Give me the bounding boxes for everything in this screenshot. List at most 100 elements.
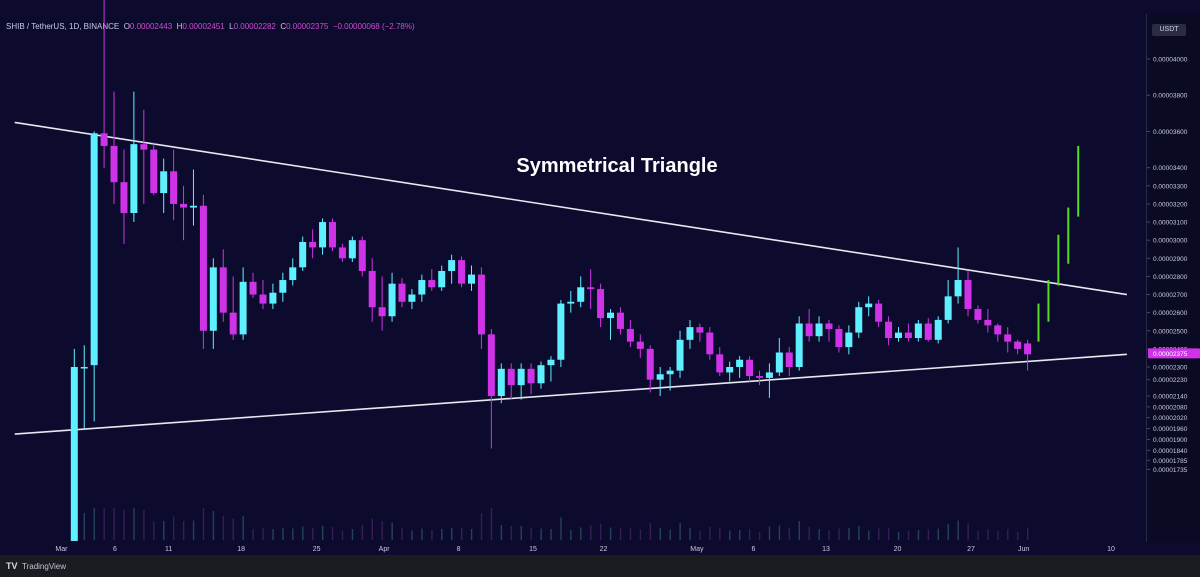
candle[interactable]: [378, 276, 386, 331]
candle[interactable]: [100, 0, 108, 168]
candle[interactable]: [90, 131, 98, 422]
candle[interactable]: [547, 356, 555, 382]
candle[interactable]: [328, 218, 336, 252]
candle[interactable]: [180, 185, 188, 241]
candle[interactable]: [1014, 339, 1022, 355]
price-axis[interactable]: 0.00004000 0.00003800 0.00003600 0.00003400…: [1146, 14, 1200, 542]
candle[interactable]: [299, 236, 307, 271]
candle[interactable]: [626, 319, 634, 348]
candle[interactable]: [785, 347, 793, 377]
candle[interactable]: [229, 276, 237, 340]
candle[interactable]: [468, 265, 475, 291]
candle[interactable]: [527, 363, 535, 395]
candle[interactable]: [249, 272, 257, 299]
candle[interactable]: [319, 218, 327, 255]
candle[interactable]: [646, 345, 654, 393]
candle[interactable]: [676, 330, 684, 378]
candle[interactable]: [219, 249, 227, 322]
candle[interactable]: [726, 361, 734, 382]
trendline-lower[interactable]: [14, 353, 1127, 435]
candle[interactable]: [616, 307, 624, 335]
candle[interactable]: [775, 338, 783, 377]
candle[interactable]: [507, 363, 515, 400]
candle[interactable]: [130, 91, 138, 223]
candlestick-chart[interactable]: Symmetrical Triangle: [0, 0, 1146, 541]
candle[interactable]: [418, 274, 426, 302]
candle[interactable]: [408, 289, 416, 310]
candle[interactable]: [269, 283, 277, 310]
candle[interactable]: [865, 296, 873, 317]
candle[interactable]: [765, 363, 773, 398]
trendline-upper[interactable]: [14, 121, 1128, 296]
candle[interactable]: [1024, 339, 1032, 371]
currency-badge[interactable]: USDT: [1152, 24, 1186, 36]
candle[interactable]: [835, 325, 843, 353]
candle[interactable]: [110, 91, 118, 204]
tradingview-logo-icon[interactable]: TV: [6, 561, 18, 571]
candle[interactable]: [984, 309, 992, 333]
candle[interactable]: [537, 361, 545, 389]
candle[interactable]: [398, 278, 406, 308]
candle[interactable]: [289, 258, 297, 286]
candle[interactable]: [338, 243, 346, 262]
candle[interactable]: [577, 276, 585, 308]
candle[interactable]: [954, 247, 962, 304]
candle[interactable]: [70, 348, 78, 541]
candle[interactable]: [199, 194, 207, 349]
candle[interactable]: [309, 229, 317, 259]
candle[interactable]: [825, 319, 833, 342]
candle[interactable]: [894, 327, 902, 342]
candle[interactable]: [368, 258, 376, 322]
candle[interactable]: [348, 236, 356, 262]
candle[interactable]: [557, 299, 565, 367]
candle[interactable]: [636, 334, 644, 358]
candle[interactable]: [716, 347, 724, 377]
candle[interactable]: [924, 318, 932, 342]
candle[interactable]: [567, 290, 575, 313]
candle[interactable]: [934, 316, 942, 344]
candle[interactable]: [239, 267, 247, 340]
candle[interactable]: [517, 363, 525, 400]
candle[interactable]: [428, 269, 436, 291]
candle[interactable]: [1004, 327, 1012, 353]
candle[interactable]: [448, 254, 456, 284]
candle[interactable]: [587, 269, 595, 310]
candle[interactable]: [120, 149, 128, 244]
candle[interactable]: [994, 323, 1002, 342]
candle[interactable]: [974, 305, 982, 324]
candle[interactable]: [656, 367, 664, 396]
candle[interactable]: [944, 280, 952, 324]
candle[interactable]: [805, 309, 813, 342]
candle[interactable]: [885, 316, 893, 346]
candle[interactable]: [855, 301, 863, 339]
candle[interactable]: [964, 270, 972, 317]
candle[interactable]: [438, 265, 446, 291]
candle[interactable]: [706, 327, 714, 360]
candle[interactable]: [815, 316, 823, 342]
symbol-title[interactable]: SHIB / TetherUS, 1D, BINANCE: [6, 22, 120, 31]
candle[interactable]: [150, 142, 158, 195]
candle[interactable]: [458, 256, 466, 288]
candle[interactable]: [875, 299, 883, 328]
candle[interactable]: [746, 356, 754, 382]
candle[interactable]: [140, 109, 148, 204]
candle[interactable]: [160, 158, 168, 213]
candle[interactable]: [388, 272, 396, 322]
candle[interactable]: [259, 280, 267, 310]
tradingview-brand[interactable]: TradingView: [22, 562, 67, 571]
candle[interactable]: [914, 319, 922, 342]
candle[interactable]: [736, 356, 744, 378]
candle[interactable]: [487, 328, 495, 449]
candle[interactable]: [755, 370, 763, 386]
candle[interactable]: [904, 323, 912, 342]
candle[interactable]: [607, 309, 615, 340]
candle[interactable]: [80, 345, 88, 429]
candle[interactable]: [477, 267, 485, 349]
time-axis[interactable]: Mar 6 11 18 25 Apr 8 15 22 May 6 13 20 27 Jun 10: [0, 541, 1146, 555]
candle[interactable]: [845, 325, 853, 355]
candle[interactable]: [209, 258, 217, 349]
candle[interactable]: [170, 149, 178, 221]
candle[interactable]: [696, 323, 704, 342]
candle[interactable]: [666, 367, 674, 391]
candle[interactable]: [597, 283, 605, 328]
